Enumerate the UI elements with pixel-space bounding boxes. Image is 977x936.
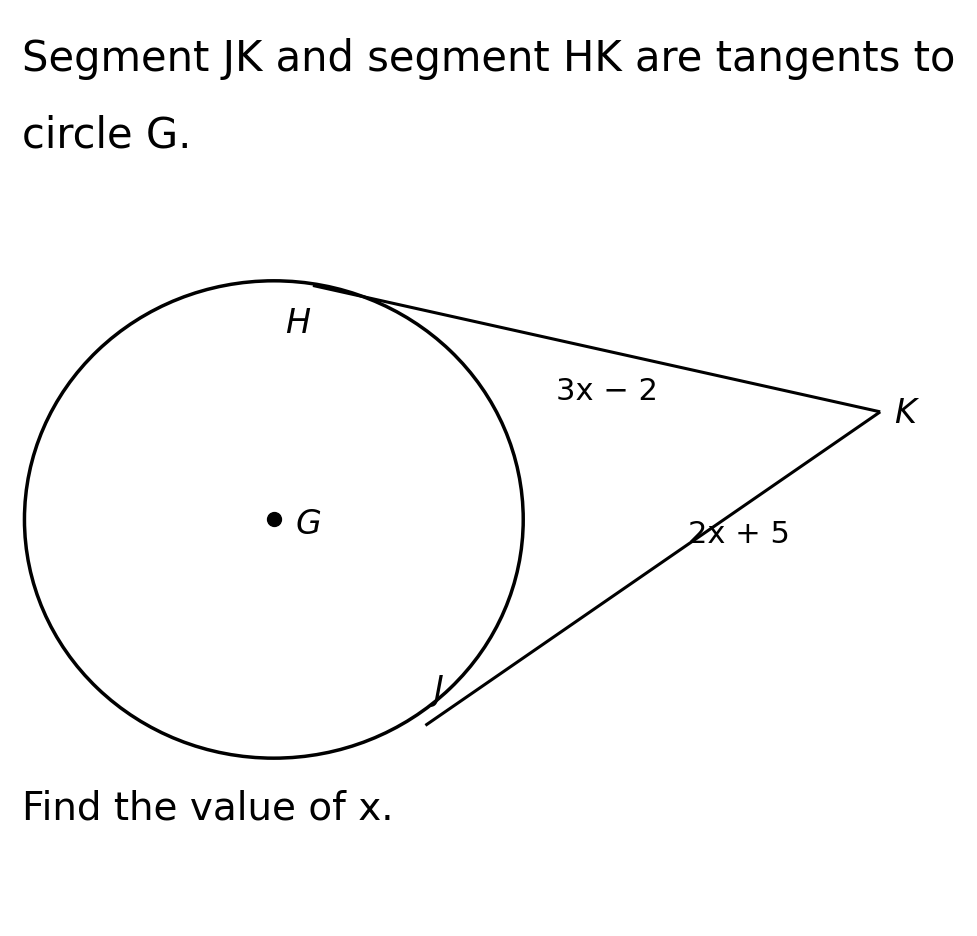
Point <box>266 512 281 527</box>
Text: Find the value of x.: Find the value of x. <box>21 790 393 828</box>
Text: circle G.: circle G. <box>21 115 191 157</box>
Text: H: H <box>285 308 311 341</box>
Text: J: J <box>433 675 443 708</box>
Text: 2x + 5: 2x + 5 <box>687 519 788 548</box>
Text: 3x − 2: 3x − 2 <box>555 376 657 405</box>
Text: Segment JK and segment HK are tangents to: Segment JK and segment HK are tangents t… <box>21 38 955 80</box>
Text: K: K <box>893 398 915 431</box>
Text: G: G <box>295 508 321 541</box>
